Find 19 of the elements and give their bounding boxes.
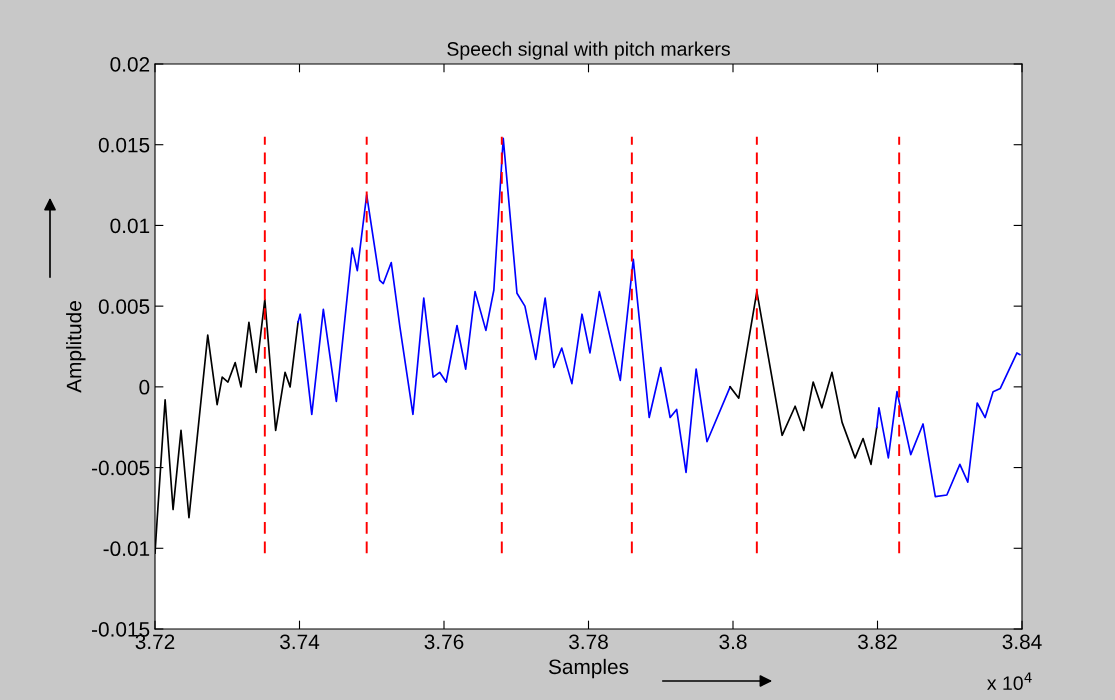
line-series [875,352,1021,498]
x-tick-label: 3.74 [280,634,320,650]
line-series [297,137,731,474]
x-tick-label: 3.76 [424,634,464,650]
y-tick-label: 0.015 [98,137,150,153]
x-tick-label: 3.78 [569,634,608,650]
y-axis-title: Amplitude [66,301,86,393]
x-tick-label: 3.84 [1002,634,1042,650]
y-tick-label: 0 [139,379,150,395]
chart-title: Speech signal with pitch markers [447,41,730,60]
y-tick-label: -0.005 [92,460,150,476]
y-tick-label: 0.005 [98,299,150,314]
y-tick-label: -0.01 [103,541,150,557]
y-tick-label: 0.02 [110,57,150,72]
x-tick-label: 3.82 [858,634,897,650]
x-tick-label: 3.8 [719,634,747,650]
text: x 10$^{4}$ [987,672,1032,691]
x-axis-title: Samples [548,658,629,679]
y-tick-label: 0.01 [110,218,150,234]
